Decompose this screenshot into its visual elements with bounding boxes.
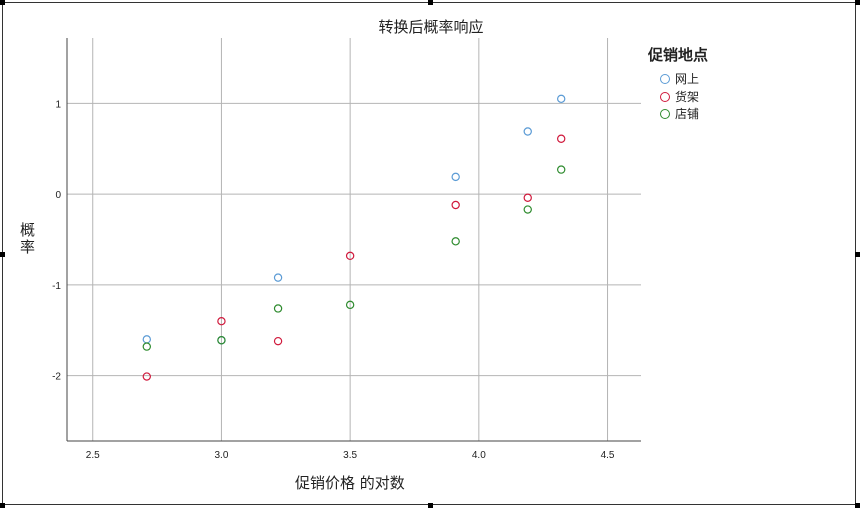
x-tick-label: 4.5 [601,450,615,461]
legend-marker-shelf [660,91,670,102]
data-point-series-0 [557,94,566,104]
resize-handle-bottom-right[interactable] [855,503,860,508]
x-axis-label: 促销价格 的对数 [295,474,405,492]
x-tick-label: 4.0 [472,450,486,461]
data-point-series-0 [142,335,151,344]
y-tick-label: -2 [52,372,61,383]
legend-item-online: 网上 [660,70,699,87]
legend-marker-online [660,73,670,84]
data-point-series-0 [523,127,532,136]
y-tick-label: 0 [55,190,61,201]
data-point-series-2 [142,342,151,351]
legend-label-store: 店铺 [675,107,700,121]
chart-title: 转换后概率响应 [378,18,484,36]
resize-handle-bottom-left[interactable] [0,503,5,508]
data-point-series-1 [142,372,151,381]
resize-handle-middle-right[interactable] [855,252,860,257]
data-point-series-1 [273,336,283,346]
legend-item-shelf: 货架 [660,88,699,105]
resize-handle-top-left[interactable] [0,0,5,5]
data-point-series-2 [345,300,355,310]
resize-handle-top-middle[interactable] [428,0,433,5]
resize-handle-bottom-middle[interactable] [428,503,433,508]
data-point-series-2 [557,165,566,174]
data-point-series-2 [451,237,460,246]
y-tick-label: 1 [55,99,61,110]
legend-title: 促销地点 [648,46,709,64]
data-point-series-1 [345,251,355,261]
legend-marker-store [660,108,670,119]
x-tick-label: 3.5 [343,450,357,461]
data-point-series-1 [523,193,532,202]
legend-label-online: 网上 [675,72,700,86]
data-point-series-0 [451,172,460,182]
data-point-series-0 [273,273,283,282]
data-point-series-2 [217,336,226,345]
data-point-series-1 [451,200,460,210]
data-point-series-2 [523,205,532,214]
y-axis-label: 概率 [20,221,36,256]
legend-label-shelf: 货架 [675,90,700,104]
y-tick-label: -1 [52,281,61,292]
resize-handle-middle-left[interactable] [0,252,5,257]
data-point-series-1 [557,134,566,143]
x-tick-label: 3.0 [214,450,228,461]
resize-handle-top-right[interactable] [855,0,860,5]
x-tick-label: 2.5 [86,450,100,461]
legend-item-store: 店铺 [660,105,699,122]
data-point-series-2 [273,304,283,313]
data-point-series-1 [217,316,226,326]
